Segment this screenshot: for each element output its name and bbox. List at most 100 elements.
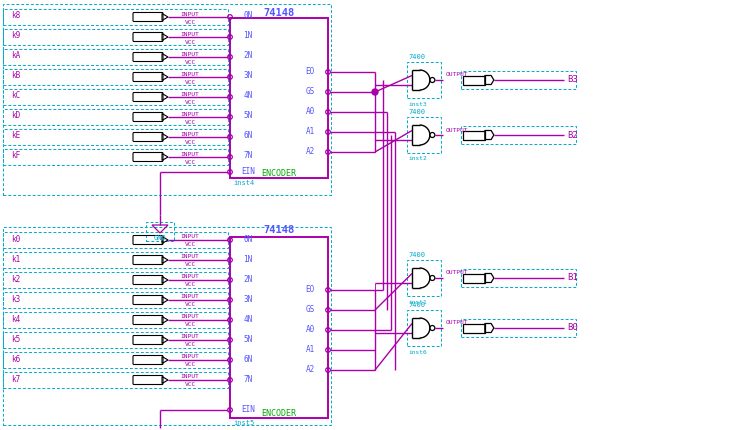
Text: VCC: VCC	[185, 322, 196, 328]
Text: kC: kC	[11, 92, 21, 101]
Text: VCC: VCC	[185, 99, 196, 104]
Text: 3N: 3N	[243, 71, 253, 80]
Text: VCC: VCC	[185, 139, 196, 144]
Text: k5: k5	[11, 335, 21, 344]
Text: k8: k8	[11, 12, 21, 21]
Text: INPUT: INPUT	[180, 71, 199, 77]
Text: VCC: VCC	[185, 19, 196, 25]
Text: 7N: 7N	[243, 151, 253, 160]
Text: ENCODER: ENCODER	[262, 409, 297, 418]
Text: k0: k0	[11, 234, 21, 243]
Bar	[230, 18, 328, 178]
Text: 74148: 74148	[263, 8, 295, 18]
Text: 1N: 1N	[243, 31, 253, 40]
Bar	[407, 117, 441, 153]
Bar	[3, 332, 228, 348]
Text: EO: EO	[306, 67, 314, 76]
Text: B1: B1	[567, 273, 578, 283]
Text: INPUT: INPUT	[180, 132, 199, 136]
Bar	[3, 49, 228, 65]
Text: B3: B3	[567, 76, 578, 85]
Text: kF: kF	[11, 151, 21, 160]
Bar	[3, 149, 228, 165]
Text: A0: A0	[306, 325, 314, 334]
Text: 7400: 7400	[408, 54, 425, 60]
Text: VCC: VCC	[185, 262, 196, 267]
Bar	[407, 62, 441, 98]
Bar	[3, 352, 228, 368]
Bar	[407, 260, 441, 296]
Text: 6N: 6N	[243, 354, 253, 363]
Bar	[3, 227, 331, 425]
Text: 4N: 4N	[243, 92, 253, 101]
Text: 2N: 2N	[243, 52, 253, 61]
Bar	[461, 126, 576, 144]
Text: A2: A2	[306, 365, 314, 374]
Text: VCC: VCC	[185, 59, 196, 64]
Text: 0N: 0N	[243, 234, 253, 243]
Bar	[3, 272, 228, 288]
Text: VCC: VCC	[185, 302, 196, 307]
Text: VCC: VCC	[185, 243, 196, 248]
Text: 6N: 6N	[243, 132, 253, 141]
Text: kD: kD	[11, 111, 21, 120]
Text: INPUT: INPUT	[180, 295, 199, 300]
Text: B0: B0	[567, 323, 578, 332]
Text: 3N: 3N	[243, 295, 253, 304]
Text: 7N: 7N	[243, 375, 253, 384]
Bar	[3, 292, 228, 308]
Bar	[146, 222, 174, 241]
Text: kE: kE	[11, 132, 21, 141]
Text: 5N: 5N	[243, 111, 253, 120]
Bar	[3, 4, 331, 195]
Text: GS: GS	[306, 304, 314, 313]
Text: A2: A2	[306, 147, 314, 156]
Text: k4: k4	[11, 314, 21, 323]
Text: ENCODER: ENCODER	[262, 169, 297, 178]
Text: 5N: 5N	[243, 335, 253, 344]
Bar	[407, 310, 441, 346]
Text: kA: kA	[11, 52, 21, 61]
Text: INPUT: INPUT	[180, 354, 199, 359]
Text: GS: GS	[306, 86, 314, 95]
Bar	[230, 237, 328, 418]
Text: inst6: inst6	[408, 350, 427, 354]
Text: 74148: 74148	[263, 225, 295, 235]
Text: k2: k2	[11, 274, 21, 283]
Text: VCC: VCC	[185, 283, 196, 288]
Text: GND: GND	[154, 235, 166, 241]
Text: INPUT: INPUT	[180, 111, 199, 117]
Text: kB: kB	[11, 71, 21, 80]
Text: EIN: EIN	[241, 405, 255, 414]
Bar	[3, 89, 228, 105]
Text: A1: A1	[306, 344, 314, 353]
Text: OUTPUT: OUTPUT	[446, 128, 468, 132]
Text: 4N: 4N	[243, 314, 253, 323]
Text: inst2: inst2	[408, 157, 427, 162]
Bar	[461, 319, 576, 337]
Bar	[3, 372, 228, 388]
Bar	[3, 129, 228, 145]
Text: VCC: VCC	[185, 80, 196, 85]
Text: INPUT: INPUT	[180, 12, 199, 16]
Text: A1: A1	[306, 126, 314, 135]
Bar	[3, 9, 228, 25]
Text: INPUT: INPUT	[180, 274, 199, 280]
Text: VCC: VCC	[185, 343, 196, 347]
Bar	[461, 269, 576, 287]
Text: OUTPUT: OUTPUT	[446, 320, 468, 326]
Circle shape	[372, 89, 378, 95]
Text: EO: EO	[306, 285, 314, 294]
Text: k9: k9	[11, 31, 21, 40]
Text: INPUT: INPUT	[180, 255, 199, 259]
Text: k7: k7	[11, 375, 21, 384]
Text: 7400: 7400	[408, 252, 425, 258]
Text: 1N: 1N	[243, 255, 253, 264]
Text: INPUT: INPUT	[180, 314, 199, 319]
Text: inst1: inst1	[408, 300, 427, 304]
Text: k6: k6	[11, 354, 21, 363]
Text: k1: k1	[11, 255, 21, 264]
Text: B2: B2	[567, 130, 578, 139]
Text: VCC: VCC	[185, 362, 196, 368]
Bar	[3, 252, 228, 268]
